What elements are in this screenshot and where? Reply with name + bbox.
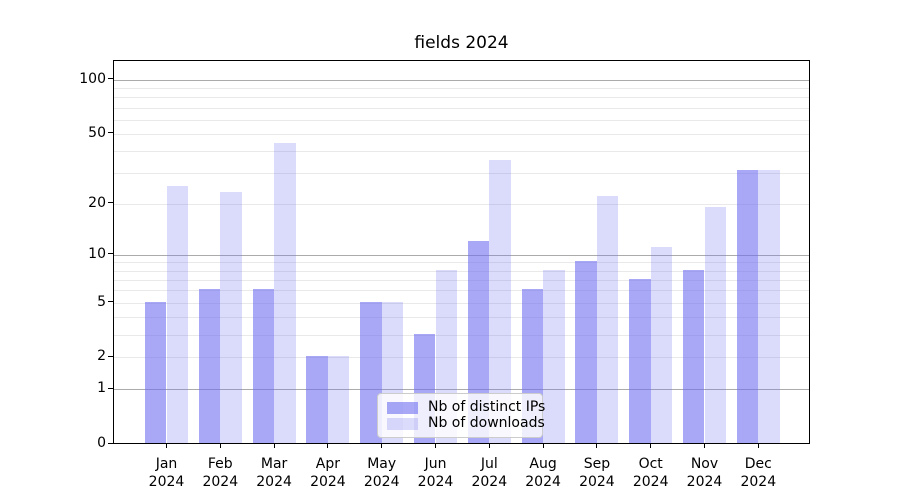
plot-area	[113, 60, 810, 444]
x-tick-mark	[381, 444, 383, 448]
gridline-minor	[114, 262, 809, 264]
x-tick-mark	[757, 444, 759, 448]
gridline-minor	[114, 334, 809, 336]
bar-downloads	[220, 192, 242, 443]
gridline-minor	[114, 357, 809, 359]
x-tick-label: Jul 2024	[471, 456, 508, 490]
x-tick-mark	[488, 444, 490, 448]
x-tick-mark	[273, 444, 275, 448]
x-tick-mark	[596, 444, 598, 448]
bar-downloads	[327, 356, 350, 443]
legend-item-label: Nb of downloads	[428, 415, 545, 431]
bar-distinct-ips	[306, 356, 328, 443]
y-tick-mark	[108, 202, 113, 204]
gridline-minor	[114, 88, 809, 89]
bar-downloads	[489, 160, 511, 443]
x-tick-label: Jan 2024	[148, 456, 185, 490]
y-tick-mark	[108, 253, 113, 255]
gridline-minor	[114, 270, 809, 272]
gridline-minor	[114, 203, 809, 205]
x-tick-mark	[166, 444, 167, 448]
x-tick-mark	[327, 444, 329, 448]
y-tick-label: 0	[97, 435, 106, 451]
bar-distinct-ips	[252, 289, 275, 443]
x-tick-label: Aug 2024	[525, 456, 561, 490]
bar-distinct-ips	[736, 169, 759, 443]
bar-downloads	[596, 195, 619, 443]
bar-downloads	[274, 142, 296, 443]
x-tick-label: Dec 2024	[740, 456, 777, 490]
x-tick-label: Sep 2024	[579, 456, 615, 490]
x-tick-label: Jun 2024	[417, 456, 454, 490]
y-tick-label: 50	[88, 124, 106, 141]
gridline-minor	[114, 302, 809, 304]
y-tick-mark	[108, 442, 113, 444]
y-tick-mark	[108, 387, 113, 389]
y-tick-label: 1	[97, 380, 106, 397]
x-tick-mark	[542, 444, 544, 448]
gridline-major	[114, 79, 809, 81]
x-tick-mark	[704, 444, 705, 448]
x-tick-label: Oct 2024	[632, 456, 669, 490]
y-tick-label: 20	[88, 194, 106, 211]
y-tick-label: 100	[79, 70, 106, 87]
legend-item-label: Nb of distinct IPs	[428, 399, 546, 415]
x-tick-label: Feb 2024	[202, 456, 239, 490]
gridline-minor	[114, 133, 809, 135]
bar-distinct-ips	[682, 269, 705, 443]
y-tick-mark	[108, 355, 113, 357]
bar-distinct-ips	[575, 261, 597, 443]
legend-swatch-downloads	[387, 417, 418, 430]
gridline-minor	[114, 107, 809, 109]
x-tick-label: May 2024	[363, 456, 400, 490]
legend-swatch-distinct-ips	[387, 401, 418, 414]
x-tick-label: Mar 2024	[256, 456, 292, 490]
gridline-minor	[114, 119, 809, 121]
chart-title: fields 2024	[414, 33, 509, 53]
y-tick-label: 10	[88, 245, 106, 262]
bar-distinct-ips	[629, 278, 651, 443]
gridline-minor	[114, 173, 809, 174]
gridline-major	[114, 254, 809, 256]
x-tick-mark	[650, 444, 652, 448]
y-tick-label: 2	[97, 348, 106, 365]
x-tick-label: Nov 2024	[686, 456, 723, 490]
gridline-minor	[114, 151, 809, 152]
x-tick-mark	[435, 444, 436, 448]
legend: Nb of distinct IPs Nb of downloads	[377, 393, 545, 438]
bar-distinct-ips	[198, 289, 221, 443]
gridline-minor	[114, 290, 809, 292]
bar-distinct-ips	[144, 301, 167, 443]
legend-item: Nb of distinct IPs	[387, 400, 545, 415]
x-tick-label: Apr 2024	[310, 456, 346, 490]
bar-distinct-ips	[360, 301, 382, 443]
gridline-minor	[114, 279, 809, 281]
x-tick-mark	[219, 444, 221, 448]
y-tick-mark	[108, 301, 113, 303]
bar-distinct-ips	[467, 240, 490, 443]
y-tick-mark	[108, 132, 113, 134]
bar-downloads	[758, 169, 780, 443]
gridline-major	[114, 389, 809, 391]
y-tick-label: 5	[97, 293, 106, 310]
bar-downloads	[543, 269, 565, 443]
legend-item: Nb of downloads	[387, 416, 545, 431]
y-tick-mark	[108, 78, 113, 80]
bar-downloads	[650, 246, 673, 443]
bar-downloads	[166, 185, 189, 443]
bar-downloads	[704, 206, 727, 443]
gridline-minor	[114, 317, 809, 318]
gridline-minor	[114, 97, 809, 99]
